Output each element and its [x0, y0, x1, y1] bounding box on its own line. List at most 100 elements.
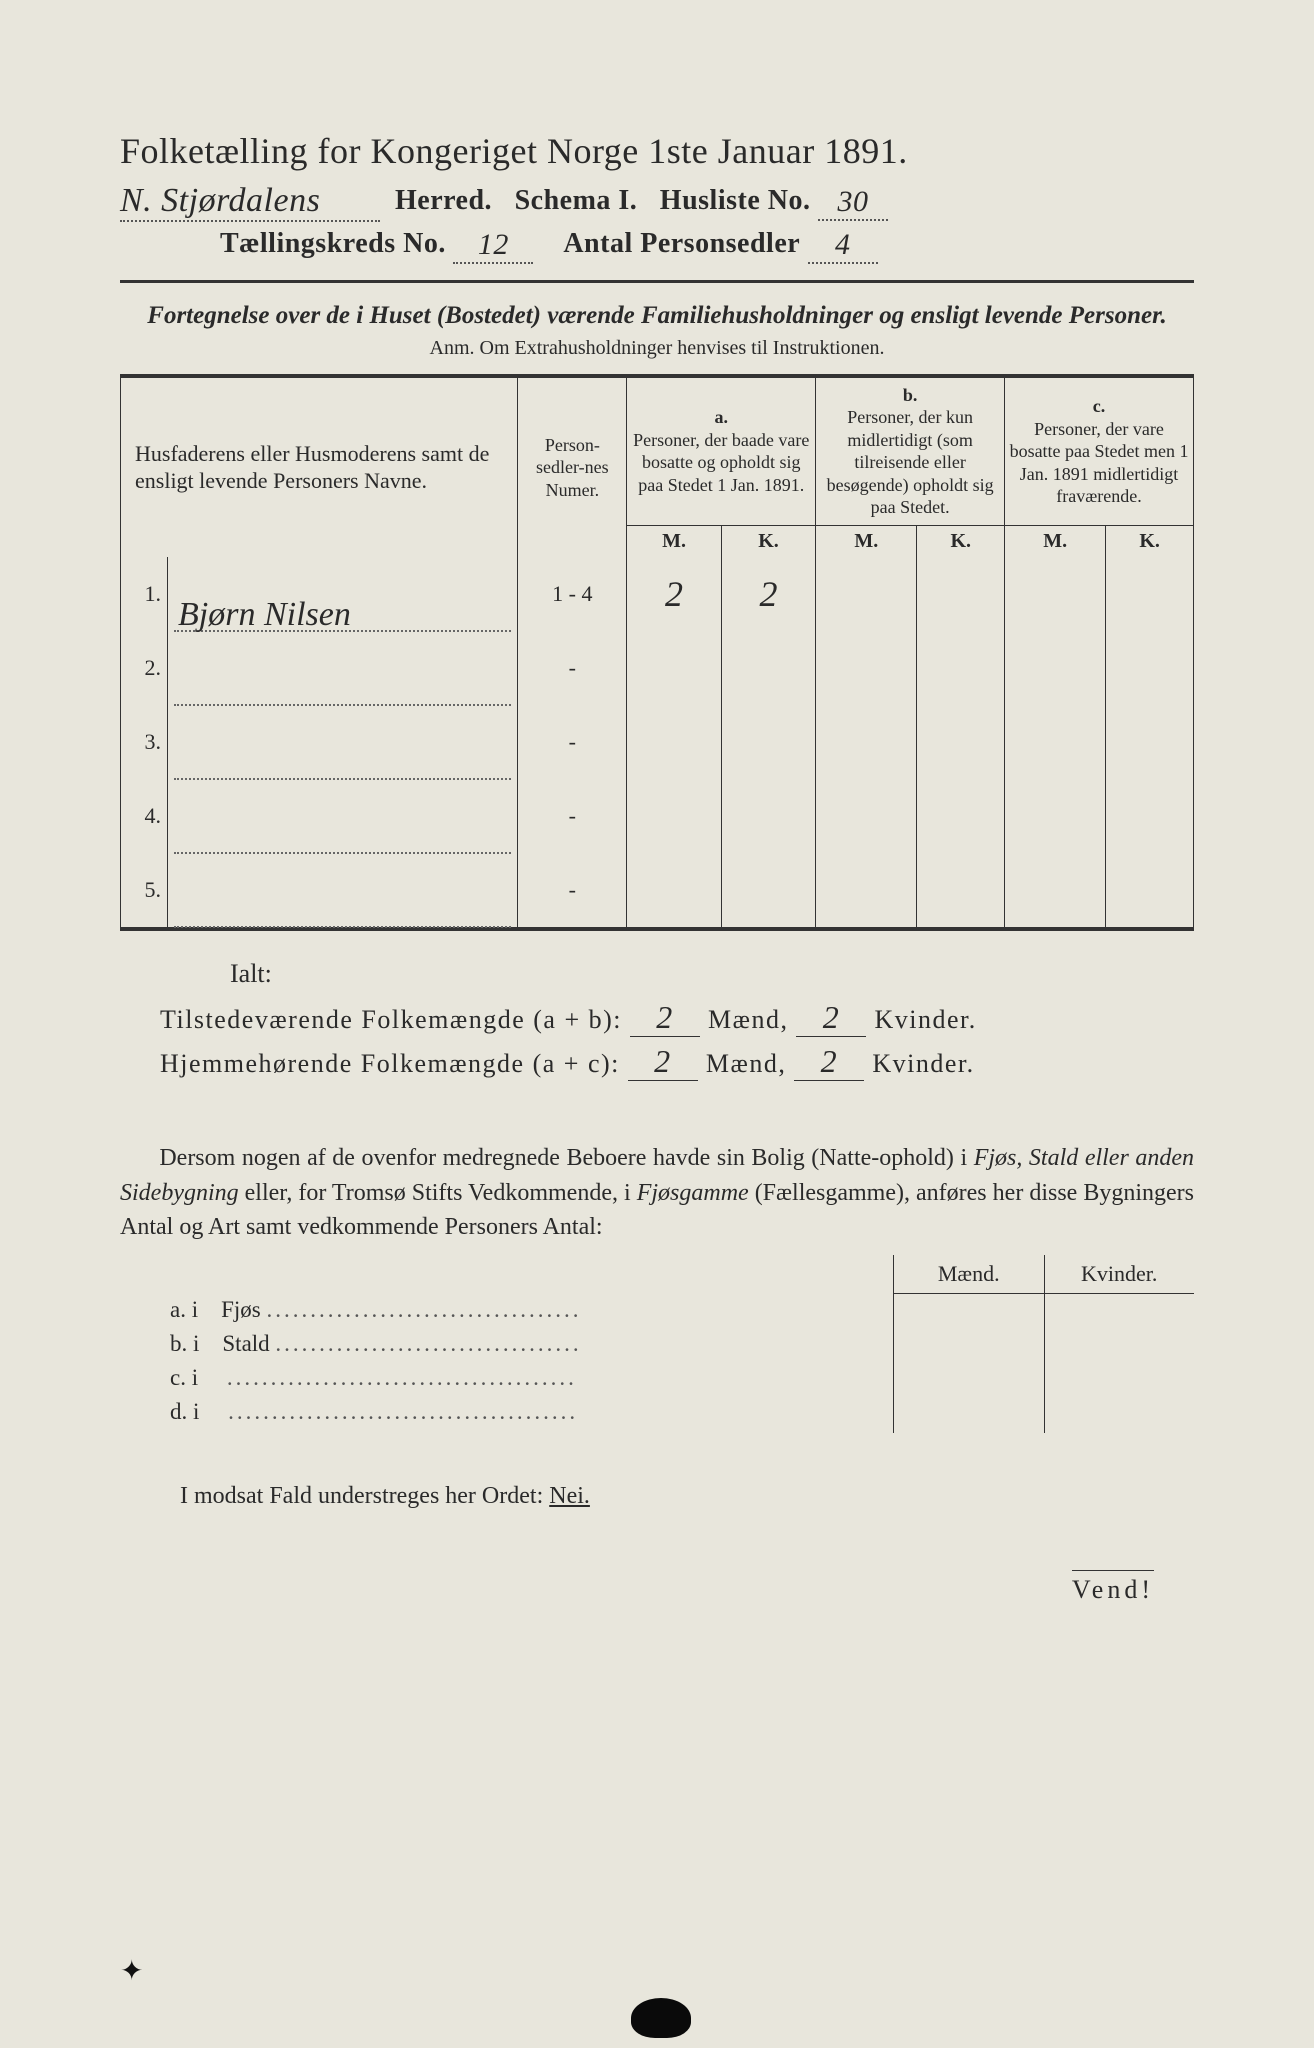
paragraph: Dersom nogen af de ovenfor medregnede Be… [120, 1141, 1194, 1245]
divider [120, 280, 1194, 283]
side-row: c. i ...................................… [170, 1365, 893, 1391]
b-k-cell [917, 705, 1005, 779]
a-k-cell [721, 779, 815, 853]
b-m-cell [816, 705, 917, 779]
kreds-value: 12 [453, 228, 533, 264]
ialt-label: Ialt: [230, 959, 1194, 989]
b-k-cell [917, 631, 1005, 705]
side-col-maend: Mænd. [894, 1255, 1045, 1433]
a-k-cell [721, 705, 815, 779]
c-m-cell [1005, 705, 1106, 779]
name-cell: Bjørn Nilsen [168, 557, 518, 631]
c-m-cell [1005, 779, 1106, 853]
row-number: 3. [121, 705, 168, 779]
c-m-cell [1005, 557, 1106, 631]
side-left: a. i Fjøs ..............................… [120, 1255, 893, 1433]
header-line-1: N. Stjørdalens Herred. Schema I. Huslist… [120, 180, 1194, 220]
col-b-header: b. Personer, der kun midlertidigt (som t… [816, 376, 1005, 526]
tear-mark: ✦ [120, 1954, 143, 1988]
side-right: Mænd. Kvinder. [893, 1255, 1194, 1433]
herred-label: Herred. [395, 185, 492, 216]
b-k-cell [917, 779, 1005, 853]
table-row: 5. - [121, 853, 1194, 929]
antal-label: Antal Personsedler [563, 228, 800, 259]
row-number: 5. [121, 853, 168, 929]
col-name-header: Husfaderens eller Husmoderens samt de en… [121, 376, 518, 557]
c-k-cell [1106, 631, 1194, 705]
totals-1-k: 2 [796, 999, 866, 1037]
c-k-cell [1106, 853, 1194, 929]
col-b-m: M. [816, 525, 917, 557]
a-m-cell: 2 [627, 557, 721, 631]
modsat-line: I modsat Fald understreges her Ordet: Ne… [180, 1483, 1194, 1510]
main-table: Husfaderens eller Husmoderens samt de en… [120, 374, 1194, 931]
b-m-cell [816, 557, 917, 631]
b-m-cell [816, 779, 917, 853]
kreds-label: Tællingskreds No. [220, 228, 446, 259]
c-m-cell [1005, 631, 1106, 705]
numer-cell: - [518, 631, 627, 705]
side-row: d. i ...................................… [170, 1399, 893, 1425]
header-line-2: Tællingskreds No. 12 Antal Personsedler … [120, 226, 1194, 262]
antal-value: 4 [808, 228, 878, 264]
b-m-cell [816, 631, 917, 705]
herred-value: N. Stjørdalens [120, 182, 380, 222]
table-row: 3. - [121, 705, 1194, 779]
table-row: 4. - [121, 779, 1194, 853]
side-row: a. i Fjøs ..............................… [170, 1297, 893, 1323]
name-cell [168, 631, 518, 705]
a-k-cell [721, 853, 815, 929]
name-cell [168, 705, 518, 779]
c-k-cell [1106, 779, 1194, 853]
c-k-cell [1106, 705, 1194, 779]
a-k-cell [721, 631, 815, 705]
numer-cell: - [518, 853, 627, 929]
c-k-cell [1106, 557, 1194, 631]
annotation: Anm. Om Extrahusholdninger henvises til … [120, 337, 1194, 360]
census-form-page: Folketælling for Kongeriget Norge 1ste J… [0, 0, 1314, 2048]
husliste-value: 30 [818, 185, 888, 221]
name-cell [168, 779, 518, 853]
subheading: Fortegnelse over de i Huset (Bostedet) v… [120, 299, 1194, 333]
table-row: 1.Bjørn Nilsen1 - 422 [121, 557, 1194, 631]
b-k-cell [917, 853, 1005, 929]
vend-label: Vend! [120, 1570, 1194, 1605]
col-b-k: K. [917, 525, 1005, 557]
a-m-cell [627, 853, 721, 929]
schema-label: Schema I. [515, 185, 638, 216]
a-m-cell [627, 779, 721, 853]
row-number: 2. [121, 631, 168, 705]
a-m-cell [627, 705, 721, 779]
a-k-cell: 2 [721, 557, 815, 631]
a-m-cell [627, 631, 721, 705]
totals-2-m: 2 [628, 1043, 698, 1081]
nei-word: Nei. [549, 1483, 590, 1509]
col-a-header: a. Personer, der baade vare bosatte og o… [627, 376, 816, 526]
col-a-m: M. [627, 525, 721, 557]
totals-1-m: 2 [630, 999, 700, 1037]
husliste-label: Husliste No. [660, 185, 811, 216]
b-k-cell [917, 557, 1005, 631]
row-number: 1. [121, 557, 168, 631]
row-number: 4. [121, 779, 168, 853]
col-c-header: c. Personer, der vare bosatte paa Stedet… [1005, 376, 1194, 526]
numer-cell: 1 - 4 [518, 557, 627, 631]
side-table: a. i Fjøs ..............................… [120, 1255, 1194, 1433]
col-c-k: K. [1106, 525, 1194, 557]
totals-2-k: 2 [794, 1043, 864, 1081]
totals-line-2: Hjemmehørende Folkemængde (a + c): 2 Mæn… [160, 1043, 1194, 1081]
side-row: b. i Stald .............................… [170, 1331, 893, 1357]
col-numer-header: Person-sedler-nes Numer. [518, 376, 627, 557]
b-m-cell [816, 853, 917, 929]
numer-cell: - [518, 779, 627, 853]
table-row: 2. - [121, 631, 1194, 705]
col-c-m: M. [1005, 525, 1106, 557]
c-m-cell [1005, 853, 1106, 929]
name-cell [168, 853, 518, 929]
ink-blot [631, 1998, 691, 2038]
side-col-kvinder: Kvinder. [1045, 1255, 1195, 1433]
col-a-k: K. [721, 525, 815, 557]
page-title: Folketælling for Kongeriget Norge 1ste J… [120, 130, 1194, 172]
numer-cell: - [518, 705, 627, 779]
totals-line-1: Tilstedeværende Folkemængde (a + b): 2 M… [160, 999, 1194, 1037]
